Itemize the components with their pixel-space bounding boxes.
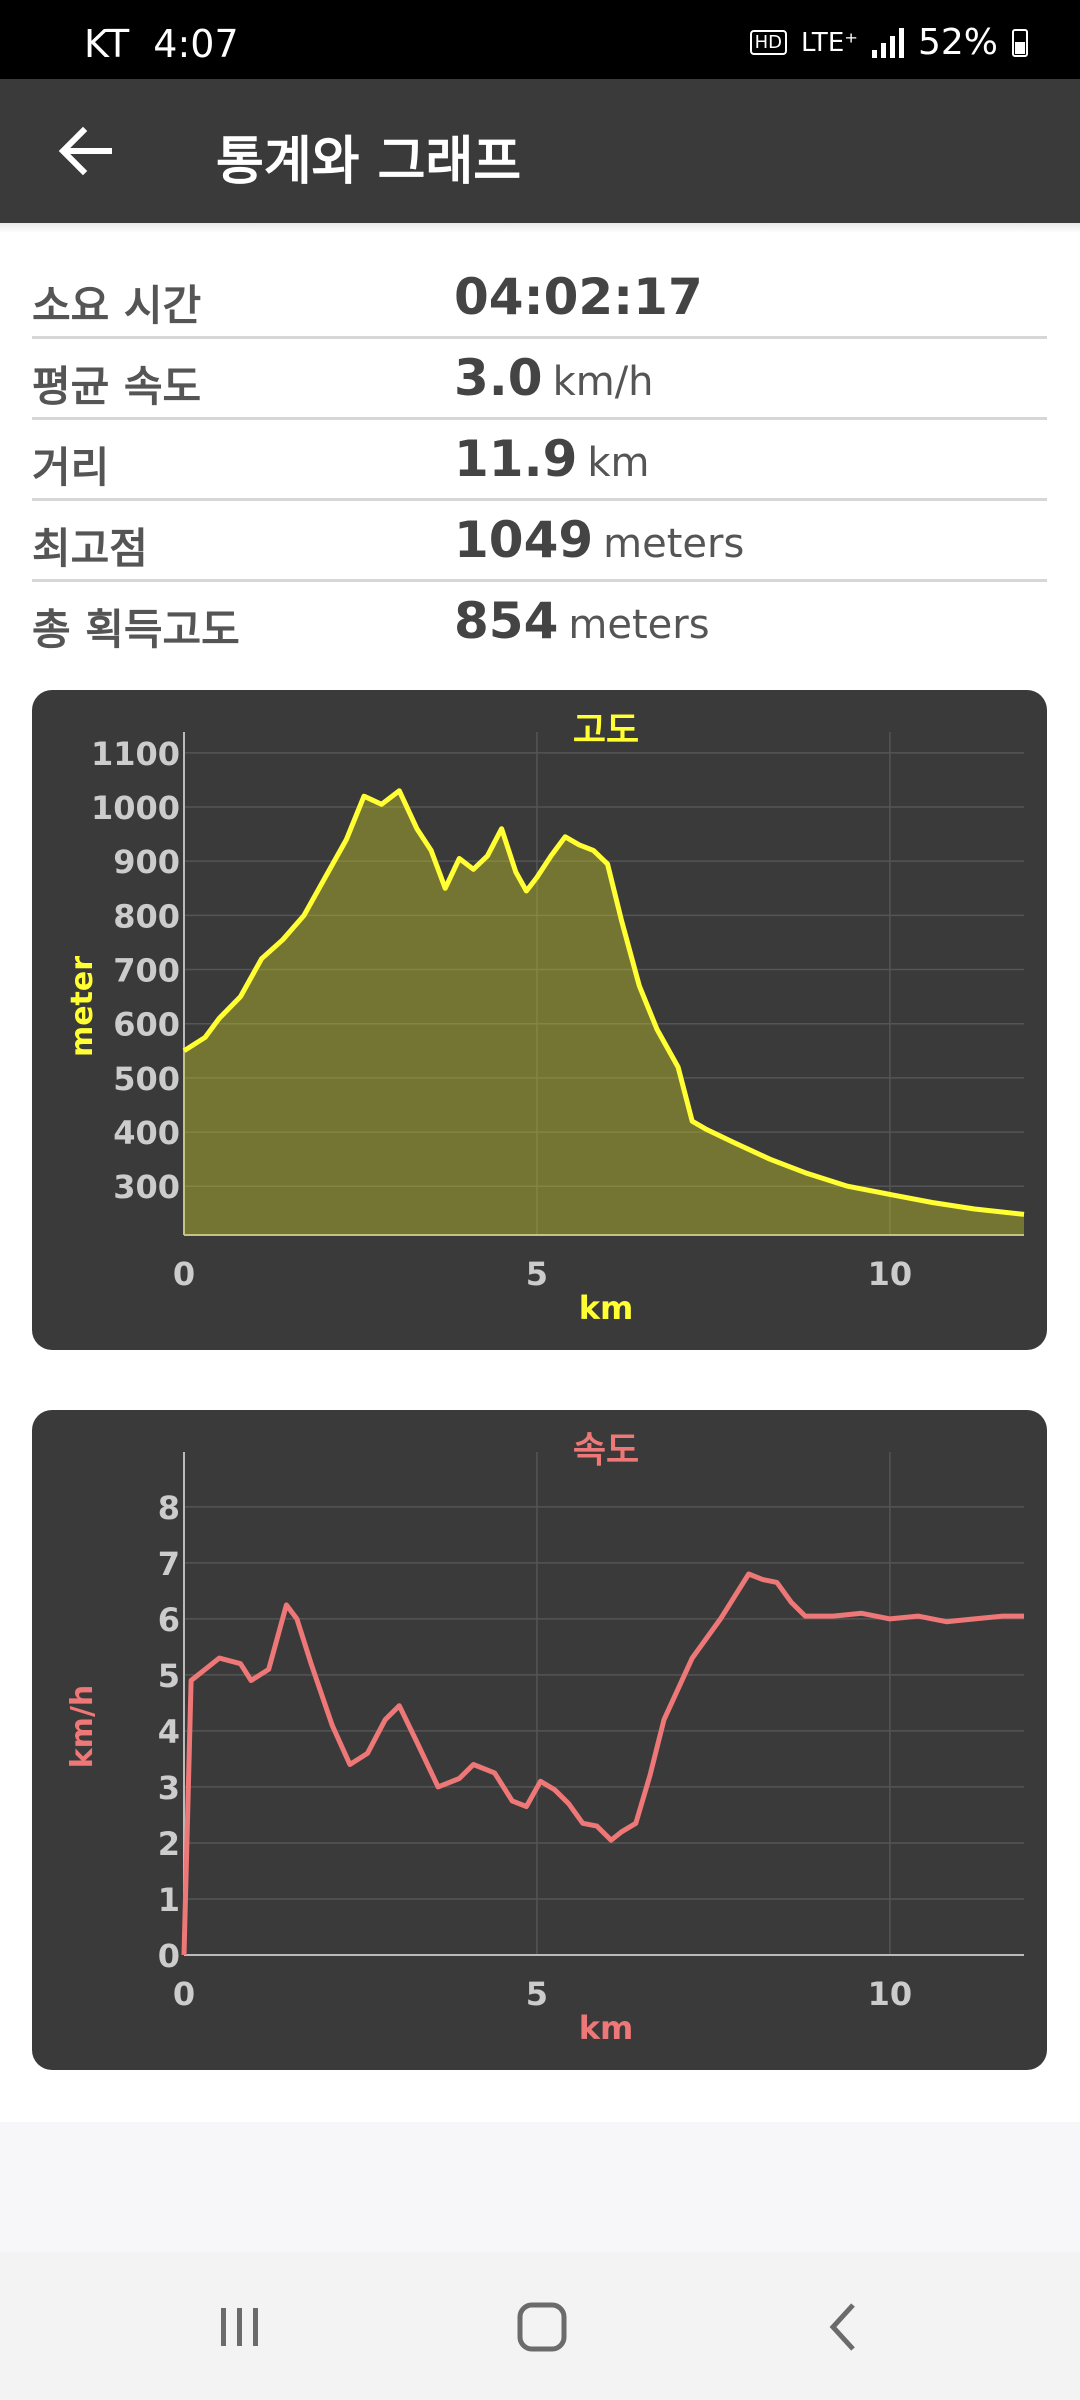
stat-row-avg-speed: 평균 속도 3.0 km/h <box>32 339 1047 420</box>
stat-number: 854 <box>454 592 559 650</box>
speed-chart-card: 0 1 2 3 4 5 6 7 8 0 5 10 속도 km km/h <box>32 1410 1047 2070</box>
stat-unit: meters <box>568 602 710 648</box>
y-tick-label: 0 <box>158 1937 180 1975</box>
clock: 4:07 <box>153 22 239 66</box>
y-tick-label: 3 <box>158 1769 180 1807</box>
x-tick-label: 0 <box>173 1255 195 1293</box>
y-tick-label: 500 <box>113 1060 180 1098</box>
stat-label: 최고점 <box>32 524 148 573</box>
status-left: KT 4:07 <box>84 22 239 66</box>
stat-row-distance: 거리 11.9 km <box>32 420 1047 501</box>
x-tick-label: 10 <box>868 1975 913 2013</box>
app-bar-shadow <box>0 223 1080 233</box>
y-axis-label: km/h <box>65 1685 100 1769</box>
y-tick-label: 600 <box>113 1006 180 1044</box>
stats-table: 소요 시간 04:02:17 평균 속도 3.0 km/h 거리 11.9 km 최… <box>32 258 1047 663</box>
altitude-series-line <box>182 788 1025 1217</box>
y-tick-label: 1100 <box>91 735 180 773</box>
stat-number: 04:02:17 <box>454 268 703 326</box>
x-axis-label: km <box>579 1289 634 1327</box>
home-button[interactable] <box>482 2282 602 2372</box>
y-axis-label: meter <box>65 956 100 1057</box>
y-tick-label: 700 <box>113 952 180 990</box>
y-tick-label: 5 <box>158 1657 180 1695</box>
stat-value: 11.9 km <box>454 430 650 488</box>
y-tick-label: 300 <box>113 1168 180 1206</box>
page-title: 통계와 그래프 <box>216 132 522 192</box>
chevron-left-icon <box>829 2303 855 2351</box>
stat-number: 3.0 <box>454 349 543 407</box>
altitude-chart-card: 300 400 500 600 700 800 900 1000 1100 0 5 10 고도 km met… <box>32 690 1047 1350</box>
status-right: HD LTE⁺ 52% <box>749 22 1028 63</box>
speed-series-line <box>181 1571 1024 1956</box>
stat-label: 소요 시간 <box>32 281 202 330</box>
stat-label: 총 획득고도 <box>32 605 240 654</box>
navigation-bar <box>0 2252 1080 2400</box>
chart-title: 속도 <box>573 1430 639 1471</box>
battery-percent: 52% <box>917 22 998 63</box>
arrow-left-icon <box>58 126 112 176</box>
altitude-chart: 300 400 500 600 700 800 900 1000 1100 0 5 10 고도 km met… <box>65 710 1025 1327</box>
stat-value: 854 meters <box>454 592 710 650</box>
stat-unit: meters <box>603 521 745 567</box>
stat-row-elevation-gain: 총 획득고도 854 meters <box>32 582 1047 663</box>
battery-icon <box>1012 28 1028 57</box>
stat-number: 1049 <box>454 511 594 569</box>
app-bar: 통계와 그래프 <box>0 79 1080 223</box>
stat-value: 3.0 km/h <box>454 349 654 407</box>
y-tick-label: 400 <box>113 1114 180 1152</box>
hd-voice-icon: HD <box>749 30 788 55</box>
x-axis-label: km <box>579 2009 634 2047</box>
x-tick-label: 5 <box>526 1975 548 2013</box>
altitude-area-fill <box>184 790 1024 1235</box>
status-bar: KT 4:07 HD LTE⁺ 52% <box>0 0 1080 79</box>
bottom-spacer <box>0 2122 1080 2252</box>
y-tick-label: 6 <box>158 1601 180 1639</box>
stat-row-highest-point: 최고점 1049 meters <box>32 501 1047 582</box>
y-tick-label: 2 <box>158 1825 180 1863</box>
x-tick-label: 0 <box>173 1975 195 2013</box>
y-tick-label: 900 <box>113 843 180 881</box>
y-tick-label: 8 <box>158 1489 180 1527</box>
stat-value: 1049 meters <box>454 511 744 569</box>
y-tick-label: 4 <box>158 1713 180 1751</box>
stat-row-duration: 소요 시간 04:02:17 <box>32 258 1047 339</box>
stat-label: 평균 속도 <box>32 362 202 411</box>
signal-icon <box>871 27 904 58</box>
y-tick-label: 1000 <box>91 789 180 827</box>
home-icon <box>517 2302 567 2352</box>
recents-button[interactable] <box>180 2282 300 2372</box>
speed-chart: 0 1 2 3 4 5 6 7 8 0 5 10 속도 km km/h <box>65 1430 1024 2047</box>
stat-number: 11.9 <box>454 430 578 488</box>
stat-value: 04:02:17 <box>454 268 713 326</box>
x-tick-label: 5 <box>526 1255 548 1293</box>
recents-icon <box>221 2308 258 2346</box>
y-tick-label: 800 <box>113 897 180 935</box>
network-type: LTE⁺ <box>801 27 858 58</box>
y-tick-label: 1 <box>158 1881 180 1919</box>
stat-unit: km/h <box>552 359 654 405</box>
x-tick-label: 10 <box>868 1255 913 1293</box>
carrier-label: KT <box>84 22 130 66</box>
stat-label: 거리 <box>32 443 110 492</box>
chart-title: 고도 <box>573 710 639 751</box>
back-button[interactable] <box>40 111 130 191</box>
stat-unit: km <box>587 440 650 486</box>
y-tick-label: 7 <box>158 1545 180 1583</box>
system-back-button[interactable] <box>784 2282 904 2372</box>
